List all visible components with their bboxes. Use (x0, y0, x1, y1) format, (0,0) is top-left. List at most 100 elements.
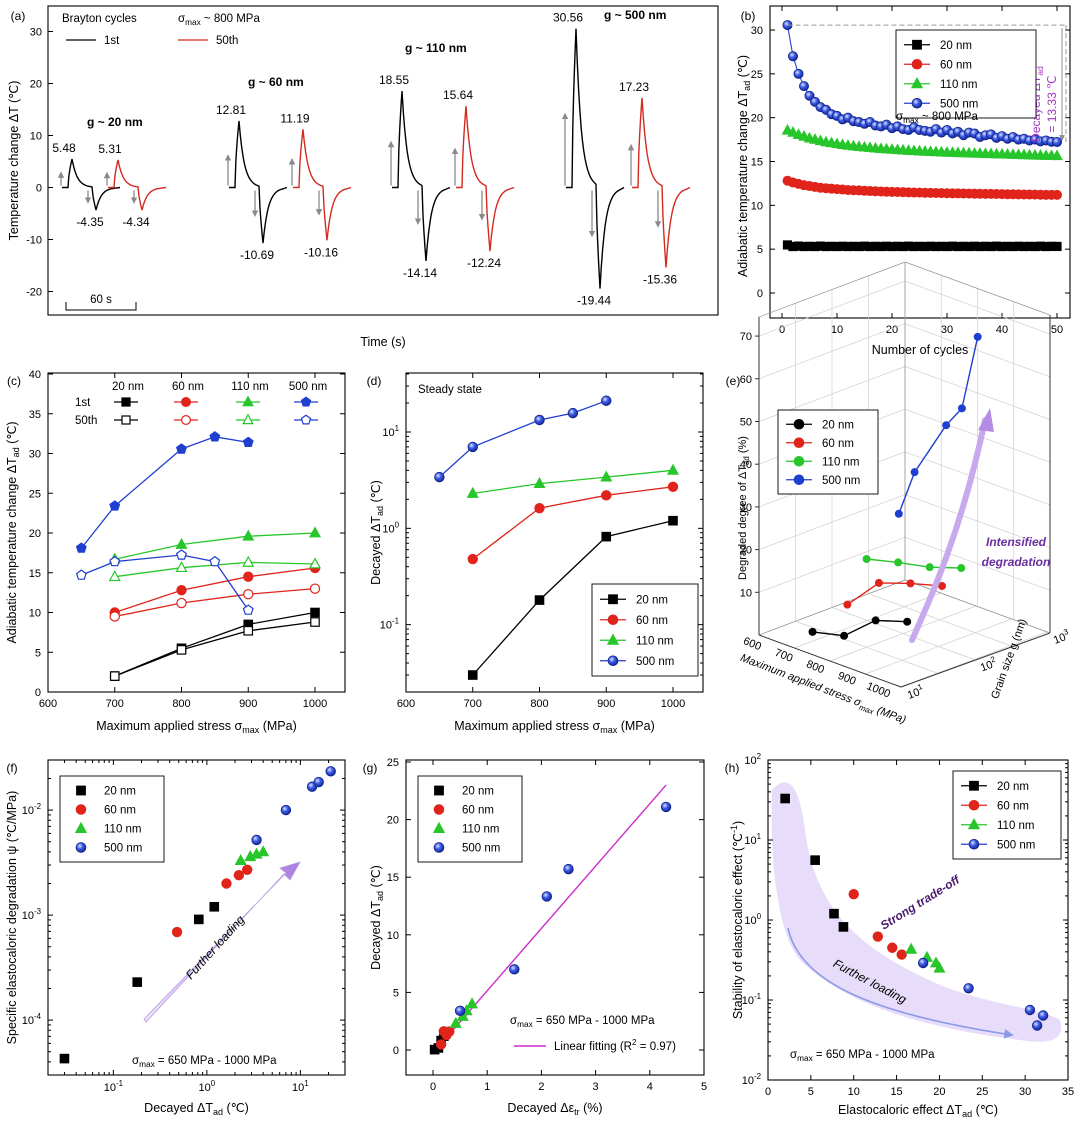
text-run: -1 (392, 617, 400, 626)
x-tick-label: 600 (397, 698, 415, 710)
text-run: Adiabatic temperature change ΔT (5, 457, 19, 644)
y-tick-label: 20 (751, 113, 763, 125)
series-line (472, 469, 674, 495)
text-run: (℃) (369, 480, 383, 506)
data-point (601, 395, 612, 406)
stress-note: σmax = 650 MPa - 1000 MPa (790, 1049, 935, 1063)
x-tick-label: 15 (890, 1086, 902, 1098)
x-tick-label: 20 (886, 324, 898, 336)
text-run: max (797, 1054, 813, 1063)
series-line (80, 436, 249, 549)
text-run: = 650 MPa - 1000 MPa (155, 1055, 277, 1067)
legend-item: 20 nm (76, 785, 136, 798)
y-axis-label: Adiabatic temperature change ΔTad (℃) (736, 55, 752, 277)
data-point (242, 604, 254, 615)
data-point (563, 863, 574, 875)
legend-label: 60 nm (636, 615, 668, 627)
y-axis-label: Decayed ΔTad (℃) (369, 865, 385, 970)
legend-marker (912, 39, 922, 50)
text-run: max (600, 725, 618, 735)
legend-marker (969, 780, 979, 791)
text-run: -2 (34, 802, 41, 811)
legend-label-50th: 50th (216, 35, 238, 47)
box-edge (758, 261, 906, 318)
text-run: max (903, 116, 919, 125)
data-point (843, 600, 852, 609)
text-run: max (517, 1020, 533, 1029)
data-point (660, 801, 672, 813)
text-run: max (185, 18, 201, 27)
y-tick-label: 0 (393, 1045, 399, 1057)
data-point (848, 889, 859, 900)
x-axis-label: Maximum applied stress σmax (MPa) (454, 719, 654, 735)
y-tick-label: -20 (26, 287, 42, 299)
series-f (59, 901, 220, 1064)
z-tick-label: 20 (740, 545, 752, 557)
x-tick-label: 2 (538, 1081, 544, 1093)
legend-item: 60 nm (961, 799, 1029, 812)
valley-label: -10.69 (240, 248, 274, 262)
text-run: 10 (742, 1075, 754, 1087)
series-line (114, 611, 316, 677)
legend-label-1st: 1st (104, 35, 120, 47)
data-point (75, 569, 87, 580)
text-run: Decayed Δε (507, 1101, 574, 1115)
data-point (434, 471, 445, 483)
data-point (1024, 1004, 1036, 1016)
y-tick-label: 10 (387, 930, 399, 942)
text-run: (℃) (223, 1101, 249, 1115)
text-run: 3 (1062, 627, 1070, 637)
panel-label: (f) (6, 761, 17, 775)
legend-marker (911, 58, 923, 70)
legend-marker (968, 799, 980, 811)
data-point (903, 617, 912, 626)
intensified-arrow-head (978, 408, 994, 432)
text-run: 10 (382, 427, 394, 439)
text-run: 10 (742, 995, 754, 1007)
legend-label: 20 nm (822, 419, 854, 431)
y-tick-label: 5 (393, 987, 399, 999)
data-point (175, 443, 188, 454)
grid-line (870, 594, 1013, 647)
data-point (243, 625, 254, 636)
panel-a-time-trace: (a) -20 -10 0 10 20 30 Temperature change ΔT (℃… (7, 5, 719, 349)
data-point (1051, 149, 1063, 161)
data-point (601, 531, 612, 542)
z-tick-label: 30 (740, 502, 752, 514)
legend-label: 60 nm (940, 59, 972, 71)
data-point (896, 949, 907, 960)
trace-group: 30.56 -19.44 17.23 -15.36 g ~ 500 nm (553, 8, 677, 308)
x-tick-label: 600 (39, 698, 57, 710)
legend-title: Brayton cycles (62, 13, 137, 25)
data-point (787, 126, 799, 137)
data-point (310, 607, 320, 618)
text-run: g ~ 20 nm (87, 115, 143, 129)
text-run: (℃) (972, 1103, 998, 1117)
chart-title: Steady state (418, 384, 482, 396)
data-point (567, 407, 579, 419)
legend-item: 60 nm (786, 437, 854, 450)
data-point (780, 793, 790, 804)
legend-label: 110 nm (104, 824, 142, 836)
legend-marker (793, 418, 805, 430)
y-tick-label: 25 (387, 757, 399, 769)
legend-item: 500 nm (786, 474, 860, 487)
legend-marker (76, 785, 86, 796)
text-run: ad (962, 1109, 972, 1119)
z-tick-label: 70 (740, 331, 752, 343)
data-point (467, 553, 478, 565)
data-point (243, 589, 254, 600)
legend-item: 60 nm (433, 804, 494, 817)
data-point (871, 616, 880, 625)
legend-marker (433, 842, 445, 853)
text-run: = 650 MPa - 1000 MPa (533, 1015, 655, 1027)
text-run: ) (731, 821, 745, 825)
x-tick-label: 700 (464, 698, 482, 710)
data-point (176, 597, 187, 609)
data-point (280, 804, 292, 816)
text-run: g ~ 110 nm (405, 41, 467, 55)
x-tick-label: 0 (779, 324, 785, 336)
text-run: -1 (116, 1079, 124, 1088)
x-tick-label: 1000 (303, 698, 327, 710)
data-point (233, 869, 245, 881)
